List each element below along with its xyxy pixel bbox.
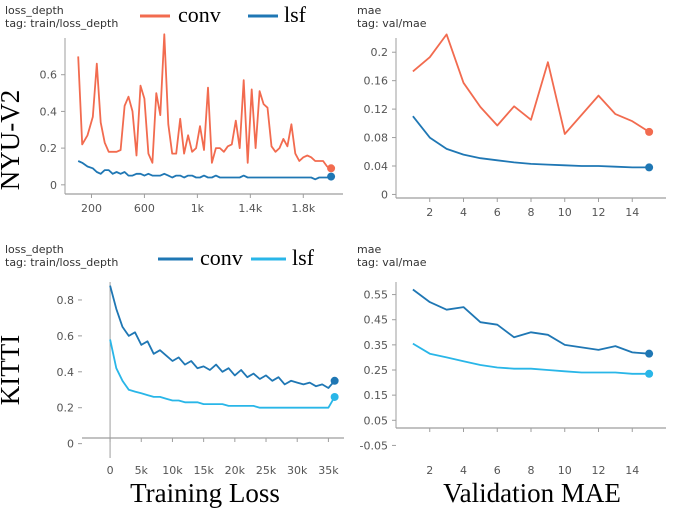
x-tick-label: 1k — [191, 202, 205, 215]
series-line-conv — [412, 288, 650, 355]
series-line-conv — [412, 33, 650, 135]
y-tick-label: 0.16 — [364, 75, 389, 88]
x-tick-label: 2 — [426, 464, 433, 477]
row-label-kitti: KITTI — [0, 335, 25, 405]
y-tick-label: 0.45 — [364, 314, 389, 327]
x-tick-label: 8 — [528, 206, 535, 219]
y-tick-label: 0.55 — [364, 289, 389, 302]
x-tick-label: 4 — [460, 464, 467, 477]
y-tick-label: 0.04 — [364, 160, 389, 173]
x-tick-label: 4 — [460, 206, 467, 219]
x-tick-label: 15k — [193, 464, 214, 477]
x-tick-label: 10k — [162, 464, 183, 477]
x-tick-label: 25k — [256, 464, 277, 477]
x-tick-label: 1.4k — [238, 202, 262, 215]
series-line-lsf — [109, 339, 336, 409]
series-line-conv — [109, 285, 336, 389]
x-tick-label: 10 — [558, 206, 572, 219]
series-line-conv — [77, 33, 332, 170]
x-tick-label: 1.8k — [291, 202, 315, 215]
chart-title: mae — [357, 243, 381, 256]
series-endpoint-lsf — [330, 392, 339, 401]
series-endpoint-conv — [327, 164, 336, 173]
col-label-training-loss: Training Loss — [130, 478, 280, 508]
y-tick-label: 0 — [50, 179, 57, 192]
col-label-validation-mae: Validation MAE — [443, 478, 621, 508]
series-endpoint-conv — [645, 127, 654, 136]
y-tick-label: 0.25 — [364, 364, 389, 377]
x-tick-label: 14 — [625, 206, 639, 219]
series-line-lsf — [412, 342, 650, 375]
chart-title: loss_depth — [5, 243, 64, 256]
x-tick-label: 20k — [225, 464, 246, 477]
y-tick-label: 0.6 — [57, 330, 75, 343]
y-tick-label: 0.35 — [364, 339, 389, 352]
y-tick-label: 0.15 — [364, 389, 389, 402]
chart-subtitle: tag: train/loss_depth — [5, 17, 118, 30]
series-endpoint-lsf — [645, 369, 654, 378]
y-tick-label: 0.4 — [57, 366, 75, 379]
y-tick-label: 0.2 — [371, 46, 389, 59]
y-tick-label: -0.05 — [360, 439, 388, 452]
legend-label-lsf: lsf — [292, 245, 315, 270]
x-tick-label: 0 — [107, 464, 114, 477]
chart-subtitle: tag: val/mae — [357, 256, 427, 269]
x-tick-label: 200 — [81, 202, 102, 215]
x-tick-label: 600 — [134, 202, 155, 215]
legend-label-conv: conv — [178, 2, 221, 27]
x-tick-label: 35k — [318, 464, 339, 477]
x-tick-label: 10 — [558, 464, 572, 477]
row-label-nyu: NYU-V2 — [0, 90, 25, 191]
x-tick-label: 12 — [592, 206, 606, 219]
y-tick-label: 0 — [67, 438, 74, 451]
y-tick-label: 0.2 — [40, 142, 58, 155]
x-tick-label: 14 — [625, 464, 639, 477]
y-tick-label: 0.2 — [57, 402, 75, 415]
chart-subtitle: tag: val/mae — [357, 17, 427, 30]
series-line-lsf — [77, 160, 332, 181]
x-tick-label: 6 — [494, 464, 501, 477]
y-tick-label: 0.8 — [57, 294, 75, 307]
y-tick-label: 0.08 — [364, 132, 389, 145]
series-endpoint-conv — [645, 349, 654, 358]
y-tick-label: 0.6 — [40, 69, 58, 82]
x-tick-label: 30k — [287, 464, 308, 477]
series-endpoint-conv — [330, 376, 339, 385]
x-tick-label: 6 — [494, 206, 501, 219]
chart-title: mae — [357, 4, 381, 17]
x-tick-label: 12 — [592, 464, 606, 477]
chart-title: loss_depth — [5, 4, 64, 17]
x-tick-label: 8 — [528, 464, 535, 477]
legend-label-lsf: lsf — [284, 2, 307, 27]
series-endpoint-lsf — [327, 172, 336, 181]
y-tick-label: 0 — [381, 188, 388, 201]
legend-label-conv: conv — [200, 245, 243, 270]
y-tick-label: 0.4 — [40, 105, 58, 118]
y-tick-label: 0.12 — [364, 103, 389, 116]
series-endpoint-lsf — [645, 163, 654, 172]
series-line-lsf — [412, 115, 650, 169]
x-tick-label: 5k — [135, 464, 149, 477]
y-tick-label: 0.05 — [364, 414, 389, 427]
chart-subtitle: tag: train/loss_depth — [5, 256, 118, 269]
x-tick-label: 2 — [426, 206, 433, 219]
